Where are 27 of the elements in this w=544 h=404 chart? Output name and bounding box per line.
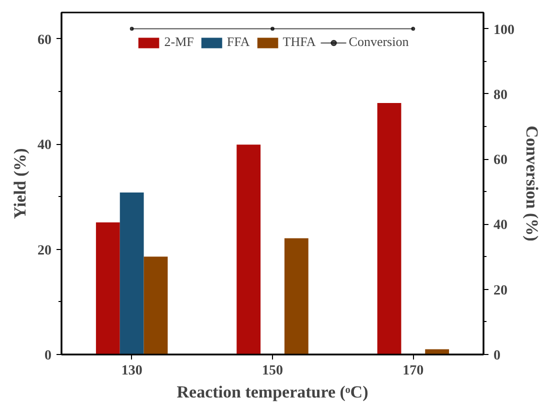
x-tick-label: 170 bbox=[402, 364, 424, 378]
bar bbox=[96, 222, 120, 354]
legend-label: FFA bbox=[226, 34, 250, 50]
x-axis-title: Reaction temperature (ᵒC) bbox=[176, 382, 368, 402]
y-tick-label: 60 bbox=[38, 32, 52, 48]
y2-tick-label: 60 bbox=[494, 153, 508, 168]
y2-tick-label: 80 bbox=[494, 88, 508, 103]
bar bbox=[236, 144, 261, 354]
bar bbox=[144, 256, 168, 354]
y-axis-title: Yield (%) bbox=[10, 148, 30, 219]
y2-tick-label: 40 bbox=[494, 218, 508, 234]
x-tick-label: 150 bbox=[262, 364, 283, 378]
bar bbox=[377, 103, 402, 354]
y-tick-label: 0 bbox=[44, 348, 52, 364]
y2-tick-label: 100 bbox=[494, 22, 514, 38]
y-tick-label: 40 bbox=[38, 138, 52, 154]
x-tick-label: 130 bbox=[121, 364, 142, 378]
legend-label: Conversion bbox=[348, 34, 409, 50]
bar bbox=[425, 349, 450, 354]
y2-axis-title: Conversion (%) bbox=[522, 126, 542, 242]
y-tick-label: 20 bbox=[38, 243, 52, 258]
legend-label: THFA bbox=[282, 34, 316, 50]
bar bbox=[120, 192, 144, 354]
y2-tick-label: 20 bbox=[494, 283, 508, 298]
legend-label: 2-MF bbox=[164, 34, 194, 50]
y2-tick-label: 0 bbox=[494, 348, 500, 364]
bar bbox=[284, 238, 308, 354]
